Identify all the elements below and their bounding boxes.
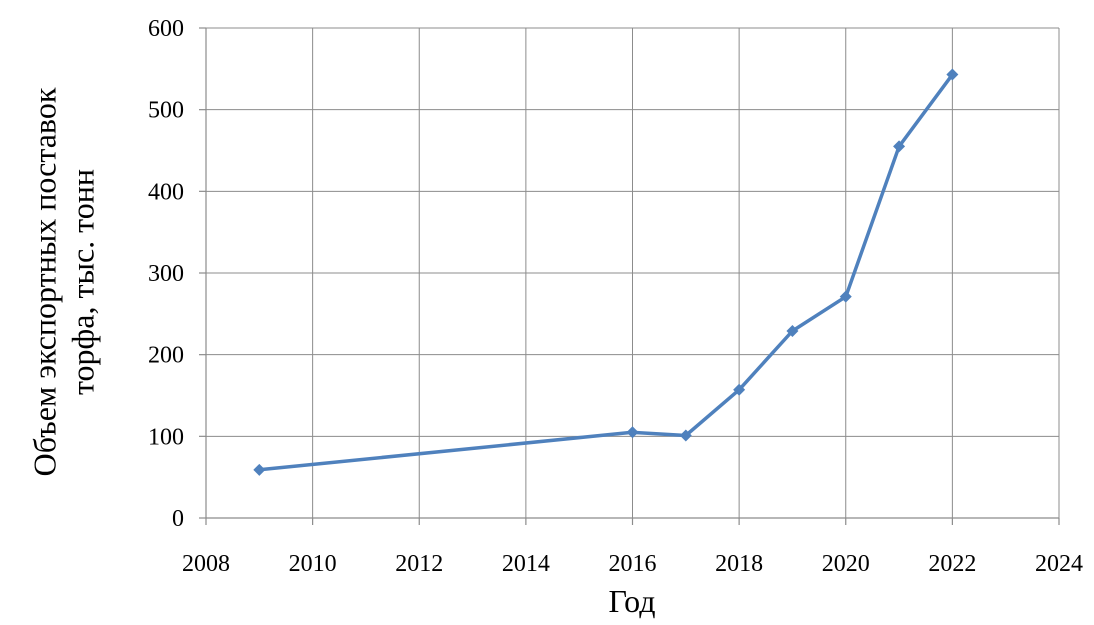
data-point-marker (626, 426, 639, 439)
y-tick-labels: 0 100 200 300 400 500 600 (148, 16, 184, 532)
x-tick-label: 2016 (609, 551, 657, 577)
y-tick-label: 200 (148, 343, 184, 369)
y-tick-label: 300 (148, 261, 184, 287)
x-tick-label: 2020 (822, 551, 870, 577)
y-tick-label: 600 (148, 16, 184, 42)
data-point-marker (839, 290, 852, 303)
x-axis-title: Год (608, 583, 655, 619)
x-tick-label: 2014 (502, 551, 550, 577)
x-tick-label: 2010 (289, 551, 337, 577)
y-tick-label: 100 (148, 424, 184, 450)
y-axis-title-line-1: Объем экспортных поставок (26, 87, 62, 476)
data-point-marker (733, 383, 746, 396)
data-point-marker (946, 68, 959, 81)
x-tick-labels: 2008 2010 2012 2014 2016 2018 2020 2022 2024 (182, 551, 1083, 577)
data-point-marker (253, 463, 266, 476)
series (253, 68, 959, 476)
x-tick-label: 2018 (715, 551, 763, 577)
data-point-marker (786, 324, 799, 337)
y-axis-title: Объем экспортных поставок торфа, тыс. то… (26, 87, 100, 476)
axes (199, 27, 1060, 525)
y-tick-label: 500 (148, 98, 184, 124)
x-tick-label: 2022 (928, 551, 976, 577)
y-axis-title-line-2: торфа, тыс. тонн (64, 169, 100, 395)
y-tick-label: 400 (148, 179, 184, 205)
data-point-marker (893, 140, 906, 153)
y-tick-label: 0 (172, 506, 184, 532)
x-tick-label: 2008 (182, 551, 230, 577)
series-line (259, 73, 954, 472)
data-point-marker (679, 429, 692, 442)
x-tick-label: 2012 (395, 551, 443, 577)
x-tick-label: 2024 (1035, 551, 1083, 577)
grid (206, 27, 1060, 518)
